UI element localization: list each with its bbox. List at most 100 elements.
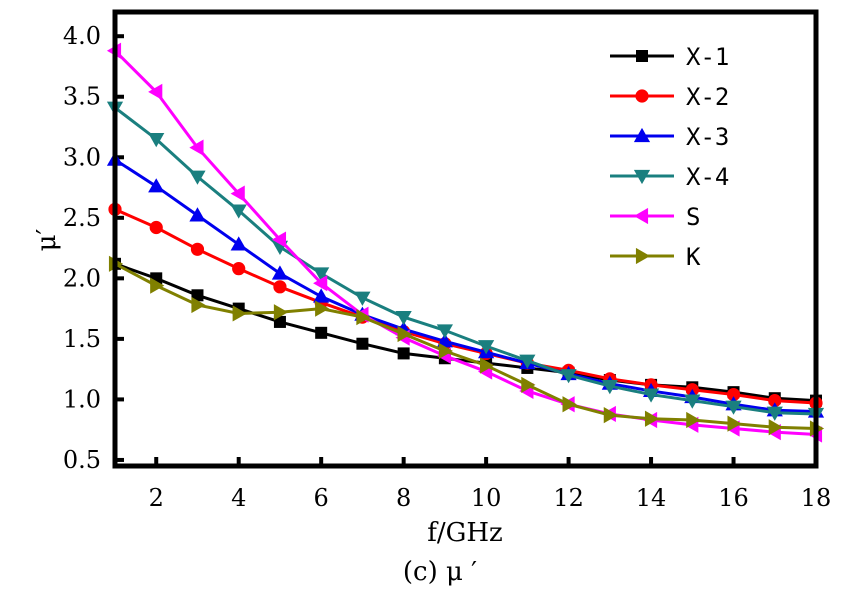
data-point-x2	[149, 220, 163, 235]
figure-caption: (c) μ ′	[403, 557, 477, 587]
x-tick-label: 18	[801, 484, 832, 512]
data-point-x4	[560, 369, 577, 384]
data-point-s	[313, 275, 328, 292]
data-point-x1	[273, 315, 286, 328]
x-tick-label: 2	[149, 484, 164, 512]
data-point-x3	[148, 178, 165, 193]
data-point-x3	[436, 333, 453, 348]
data-point-x1	[397, 347, 410, 360]
data-point-k	[686, 411, 701, 429]
plot-frame	[112, 9, 819, 469]
data-point-x4	[189, 170, 206, 185]
series-x2	[108, 202, 823, 410]
legend-label-x3: X-3	[686, 123, 729, 151]
legend-label-x4: X-4	[686, 163, 729, 191]
series-line-x2	[114, 207, 817, 405]
legend-marker-s	[633, 207, 649, 225]
data-point-s	[148, 83, 163, 101]
data-point-x4	[395, 311, 412, 326]
legend-label-x2: X-2	[686, 83, 729, 111]
data-point-k	[397, 325, 412, 343]
data-point-k	[438, 342, 453, 360]
x-tick-label: 4	[231, 484, 246, 512]
data-point-s	[189, 139, 204, 156]
legend-item-x4: X-4	[610, 163, 729, 191]
data-point-k	[644, 410, 660, 427]
data-point-x4	[148, 133, 165, 148]
x-tick-label: 14	[636, 484, 667, 512]
data-point-k	[603, 407, 618, 424]
data-point-x4	[642, 388, 660, 403]
data-point-x1	[356, 337, 369, 350]
data-point-k	[480, 357, 495, 374]
data-point-x4	[601, 380, 618, 395]
y-axis-title: μ′	[32, 229, 62, 252]
y-tick-label: 0.5	[63, 446, 101, 474]
data-point-x3	[271, 265, 289, 280]
legend-marker-x3	[633, 127, 651, 143]
legend-marker-x2	[635, 89, 649, 103]
legend: X-1 X-2 X-3 X-4 SK	[610, 43, 729, 271]
data-point-x2	[273, 280, 287, 294]
data-point-x2	[726, 387, 741, 402]
data-point-k	[191, 296, 206, 314]
legend-marker-k	[635, 247, 651, 265]
y-tick-label: 3.0	[63, 143, 101, 171]
data-point-k	[356, 308, 371, 326]
x-tick-label: 10	[471, 484, 502, 512]
x-tick-label: 8	[396, 484, 411, 512]
data-point-k	[768, 419, 783, 436]
data-point-x4	[436, 324, 453, 339]
data-point-x2	[768, 394, 782, 408]
legend-label-s: S	[686, 203, 700, 231]
legend-marker-x4	[633, 169, 651, 185]
data-point-k	[727, 415, 742, 432]
data-point-x2	[190, 242, 205, 256]
legend-label-x1: X-1	[686, 43, 729, 71]
data-point-x3	[189, 207, 206, 222]
data-point-x4	[478, 340, 495, 355]
series-k	[108, 255, 825, 437]
data-point-s	[271, 231, 287, 248]
data-point-s	[230, 185, 245, 202]
legend-label-k: K	[686, 243, 701, 271]
data-point-k	[521, 376, 536, 393]
x-tick-label: 12	[553, 484, 584, 512]
data-point-x4	[684, 394, 701, 409]
y-tick-label: 1.5	[63, 325, 101, 353]
series-line-x1	[114, 262, 817, 403]
data-point-x1	[191, 289, 204, 302]
series-line-x3	[114, 158, 817, 414]
y-tick-label: 4.0	[63, 22, 101, 50]
data-point-k	[232, 305, 247, 322]
series-line-s	[113, 49, 817, 437]
data-point-x4	[519, 354, 536, 369]
y-tick-label: 1.0	[63, 385, 101, 413]
data-point-x3	[313, 288, 330, 303]
x-tick-label: 6	[314, 484, 329, 512]
data-point-x3	[230, 236, 247, 251]
x-axis-title: f/GHz	[427, 518, 503, 548]
legend-marker-x1	[636, 50, 648, 62]
data-point-x4	[230, 204, 247, 219]
y-tick-label: 2.0	[63, 264, 101, 292]
legend-item-x1: X-1	[610, 43, 729, 71]
y-tick-label: 3.5	[63, 83, 101, 111]
legend-item-x2: X-2	[610, 83, 729, 111]
data-point-x2	[232, 262, 246, 276]
x-tick-label: 16	[718, 484, 749, 512]
series-x1	[109, 257, 822, 407]
data-point-k	[315, 300, 330, 317]
data-point-k	[150, 277, 165, 294]
legend-item-x3: X-3	[610, 123, 729, 151]
data-point-x4	[313, 267, 330, 282]
data-point-k	[273, 304, 289, 321]
data-point-x1	[315, 326, 328, 339]
legend-item-k: K	[610, 243, 701, 271]
legend-item-s: S	[610, 203, 700, 231]
data-point-k	[562, 396, 577, 413]
data-point-x4	[354, 291, 371, 306]
data-point-x4	[766, 406, 783, 421]
y-tick-label: 2.5	[63, 204, 101, 232]
